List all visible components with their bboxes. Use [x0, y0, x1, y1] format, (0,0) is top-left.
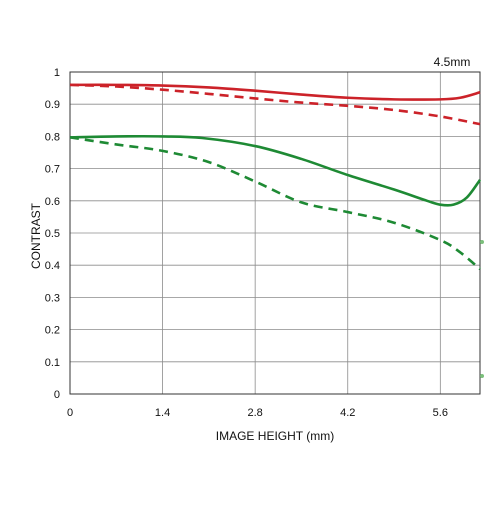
series-line-4: [69, 136, 481, 271]
series-line-2: [69, 83, 481, 126]
x-tick-label: 2.8: [248, 407, 263, 419]
y-tick-label: 0.8: [45, 131, 60, 143]
y-tick-label: 0.6: [45, 196, 60, 208]
y-tick-label: 0.7: [45, 164, 60, 176]
y-tick-label: 0.9: [45, 99, 60, 111]
tick-layer: 0 0.1 0.2 0.3 0.4 0.5 0.6 0.7 0.8 0.9 1 0 1.4 2.8 4.2 5…: [45, 67, 448, 419]
edge-dot-marker: [480, 240, 484, 244]
y-tick-label: 0.2: [45, 325, 60, 337]
y-tick-label: 0.4: [45, 260, 60, 272]
series-line-3: [69, 134, 482, 207]
y-tick-label: 0.3: [45, 292, 60, 304]
x-axis-label: IMAGE HEIGHT (mm): [216, 429, 334, 443]
x-tick-label: 1.4: [155, 407, 170, 419]
y-tick-label: 0: [54, 389, 60, 401]
series-layer: [69, 83, 482, 271]
series-line-1: [69, 83, 481, 101]
y-tick-label: 0.5: [45, 228, 60, 240]
edge-dot-marker: [480, 374, 484, 378]
y-tick-label: 0.1: [45, 357, 60, 369]
focal-length-annotation: 4.5mm: [434, 55, 471, 69]
grid-layer: [69, 71, 481, 395]
y-tick-label: 1: [54, 67, 60, 79]
x-tick-label: 4.2: [340, 407, 355, 419]
y-axis-label: CONTRAST: [29, 202, 43, 269]
x-tick-label: 0: [67, 407, 73, 419]
plot-frame: [69, 71, 481, 395]
x-tick-label: 5.6: [433, 407, 448, 419]
